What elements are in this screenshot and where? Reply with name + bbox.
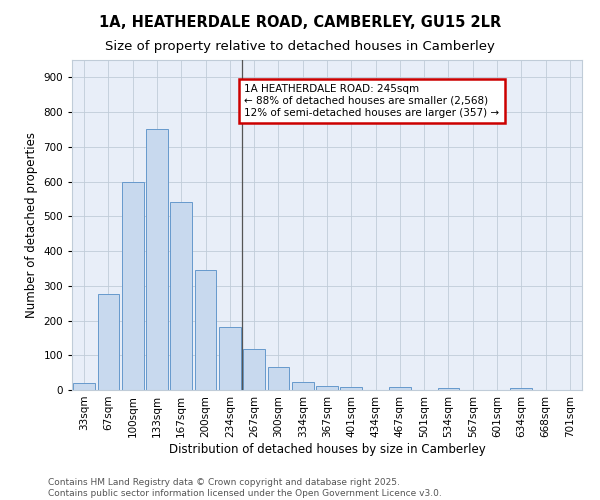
Bar: [292, 382, 314, 390]
Bar: [170, 202, 192, 390]
Text: Size of property relative to detached houses in Camberley: Size of property relative to detached ho…: [105, 40, 495, 53]
Text: 1A HEATHERDALE ROAD: 245sqm
← 88% of detached houses are smaller (2,568)
12% of : 1A HEATHERDALE ROAD: 245sqm ← 88% of det…: [244, 84, 500, 117]
Bar: [73, 383, 95, 390]
Bar: [97, 294, 119, 390]
Bar: [511, 388, 532, 390]
Bar: [146, 130, 168, 390]
X-axis label: Distribution of detached houses by size in Camberley: Distribution of detached houses by size …: [169, 442, 485, 456]
Bar: [243, 349, 265, 390]
Bar: [194, 270, 217, 390]
Bar: [316, 386, 338, 390]
Y-axis label: Number of detached properties: Number of detached properties: [25, 132, 38, 318]
Bar: [437, 388, 460, 390]
Bar: [340, 386, 362, 390]
Bar: [122, 182, 143, 390]
Bar: [389, 387, 411, 390]
Text: 1A, HEATHERDALE ROAD, CAMBERLEY, GU15 2LR: 1A, HEATHERDALE ROAD, CAMBERLEY, GU15 2L…: [99, 15, 501, 30]
Text: Contains HM Land Registry data © Crown copyright and database right 2025.
Contai: Contains HM Land Registry data © Crown c…: [48, 478, 442, 498]
Bar: [268, 366, 289, 390]
Bar: [219, 328, 241, 390]
